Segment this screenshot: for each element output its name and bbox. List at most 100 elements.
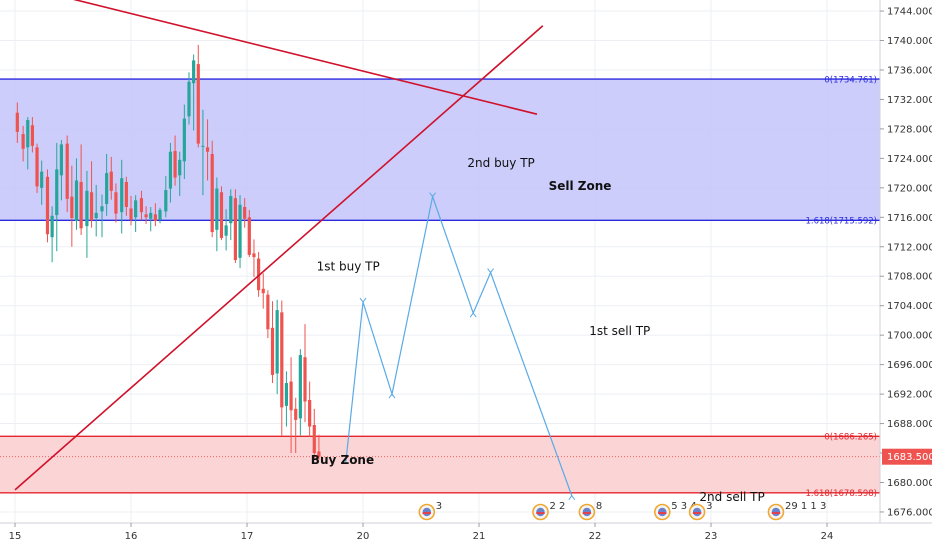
candle-body [210, 153, 214, 233]
candle-body [94, 212, 98, 219]
candle-body [65, 143, 69, 199]
time-axis-bg [0, 523, 932, 550]
current-price-tag [882, 448, 932, 465]
event-count: 3 [706, 501, 712, 512]
candle-body [275, 310, 279, 374]
candle-body [70, 196, 74, 219]
candle-body [149, 212, 153, 219]
candle-body [129, 208, 133, 220]
y-tick-label: 1712.000 [887, 242, 932, 253]
zones-layer: 0(1734.761) 1.618(1715.592) 0(1686.265) 1.6… [0, 75, 880, 499]
annotation-layer: 2nd buy TP 1st buy TP 1st sell TP 2nd sell … [311, 156, 765, 504]
candle-body [21, 134, 25, 149]
tp-annotation: 1st buy TP [317, 259, 380, 273]
candle-body [45, 176, 50, 235]
event-count: 8 [596, 501, 602, 512]
candle-body [105, 173, 109, 205]
candle-body [266, 294, 270, 330]
candle-body [192, 60, 196, 84]
y-tick-label: 1700.000 [887, 331, 932, 342]
y-tick-label: 1680.000 [887, 478, 932, 489]
y-tick-label: 1728.000 [887, 124, 932, 135]
fib-level-label: 0(1734.761) [824, 75, 877, 85]
candle-body [196, 64, 200, 144]
projection-layer [345, 192, 576, 501]
candle-body [201, 145, 205, 147]
candles-layer [15, 44, 321, 460]
candle-body [30, 125, 34, 146]
tp-annotation: 2nd buy TP [467, 156, 534, 170]
y-tick-label: 1676.000 [887, 507, 932, 518]
y-tick-label: 1732.000 [887, 95, 932, 106]
fib-level-label: 0(1686.265) [824, 433, 877, 443]
candle-body [257, 258, 261, 291]
trendline [72, 0, 538, 115]
projection-arrowhead [568, 494, 576, 501]
candle-body [298, 355, 302, 419]
flag-stripe [536, 512, 545, 514]
y-tick-label: 1744.000 [887, 7, 932, 18]
sell-zone-label: Sell Zone [549, 179, 612, 193]
candle-body [252, 253, 256, 258]
candle-body [270, 327, 275, 375]
candle-body [89, 192, 94, 221]
projection-arrowhead [469, 312, 477, 318]
candle-body [120, 178, 124, 213]
candle-body [35, 147, 39, 187]
candle-body [79, 181, 83, 229]
candle-body [238, 204, 242, 258]
candle-body [178, 159, 182, 176]
candle-body [312, 425, 316, 454]
candle-body [289, 381, 293, 411]
projection-arrowhead [429, 192, 437, 198]
events-layer: 3 2 2 8 5 3 4 3 29 1 1 3 [418, 501, 826, 521]
candle-body [173, 151, 177, 178]
candle-body [182, 118, 186, 162]
candle-body [303, 357, 307, 402]
sell-zone-rect [0, 79, 880, 221]
candle-body [124, 181, 128, 207]
candle-body [114, 192, 118, 214]
x-tick-label: 23 [705, 531, 718, 542]
y-tick-label: 1704.000 [887, 301, 932, 312]
projection-arrowhead [388, 393, 396, 399]
y-tick-label: 1716.000 [887, 213, 932, 224]
candle-body [100, 206, 104, 212]
fib-level-label: 1.618(1715.592) [805, 217, 877, 227]
fib-level-label: 1.618(1678.598) [805, 489, 877, 499]
trendlines-layer [14, 0, 544, 491]
candle-body [243, 206, 247, 219]
candle-body [219, 192, 224, 238]
candle-body [229, 195, 233, 224]
buy-zone-rect [0, 436, 880, 493]
x-tick-label: 22 [589, 531, 602, 542]
candle-body [15, 112, 19, 132]
projection-arrowhead [359, 297, 367, 303]
candle-body [284, 383, 289, 406]
buy-zone-label: Buy Zone [311, 453, 374, 467]
candle-body [317, 451, 321, 457]
candle-body [85, 190, 89, 227]
candle-body [294, 408, 298, 420]
x-tick-label: 20 [357, 531, 370, 542]
event-count: 3 [436, 501, 442, 512]
candle-body [139, 198, 144, 213]
candle-body [59, 144, 63, 176]
y-tick-label: 1740.000 [887, 36, 932, 47]
candle-body [308, 399, 312, 427]
candle-body [205, 147, 210, 152]
candle-body [74, 180, 79, 221]
candle-body [168, 151, 173, 189]
candle-body [109, 171, 113, 191]
current-price-label: 1683.500 [887, 452, 932, 463]
y-tick-label: 1736.000 [887, 65, 932, 76]
y-tick-label: 1696.000 [887, 360, 932, 371]
candle-body [215, 188, 219, 230]
candle-body [164, 190, 168, 212]
flag-stripe [582, 512, 592, 514]
y-tick-label: 1692.000 [887, 390, 932, 401]
projection-arrowhead [487, 268, 495, 274]
candle-body [224, 225, 228, 236]
x-tick-label: 16 [125, 531, 138, 542]
